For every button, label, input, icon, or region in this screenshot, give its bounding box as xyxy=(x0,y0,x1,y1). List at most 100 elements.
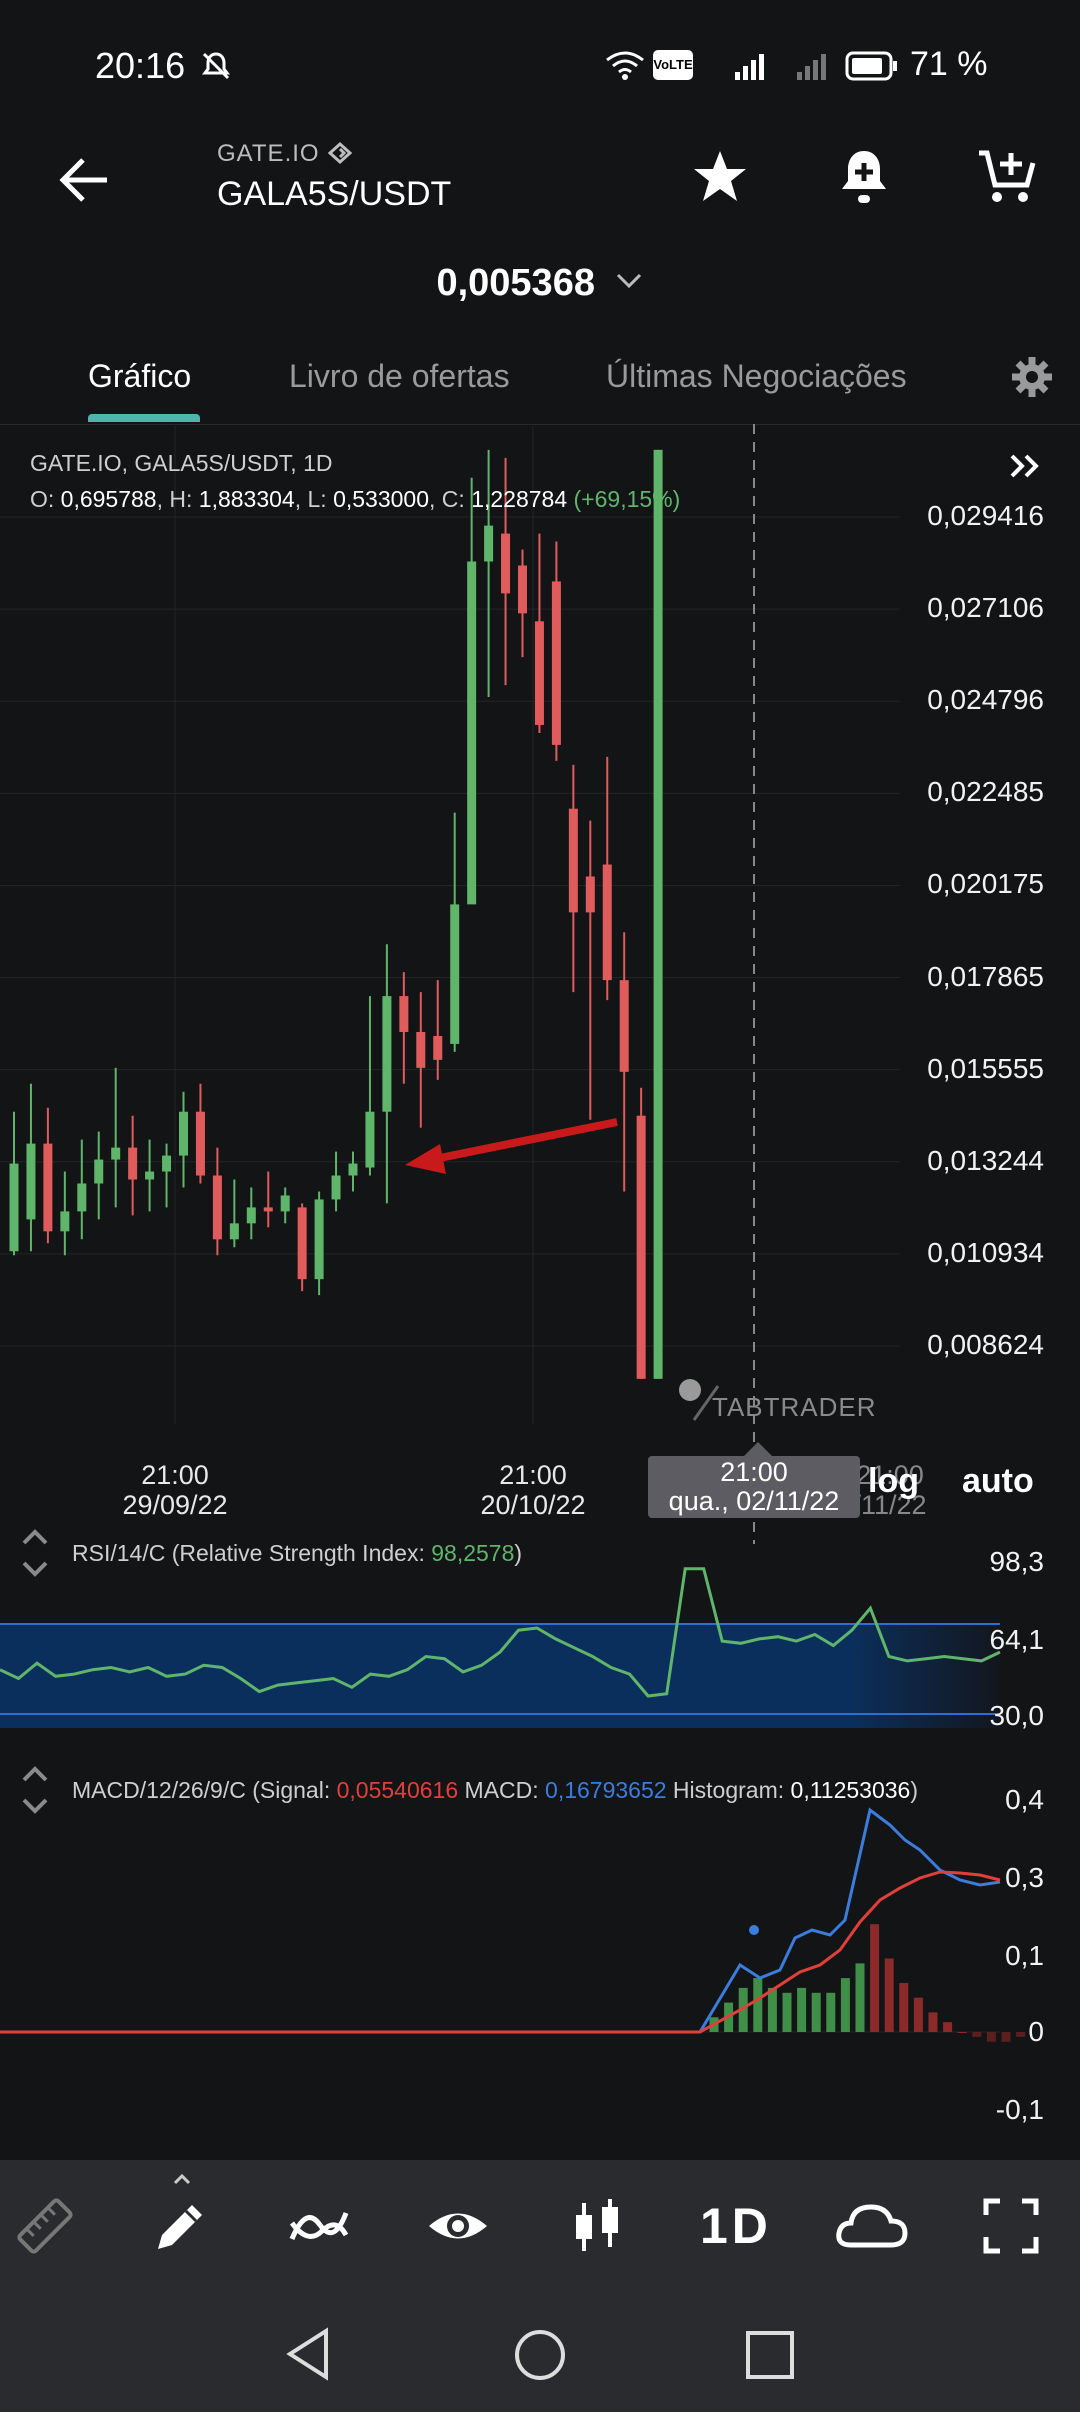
macd-histogram-bar xyxy=(972,2032,982,2037)
macd-line xyxy=(0,1807,1001,2034)
current-price: 0,005368 xyxy=(436,262,595,304)
fullscreen-icon[interactable] xyxy=(980,2195,1042,2257)
candle-body xyxy=(314,1199,324,1280)
price-scale-label: 0,017865 xyxy=(927,960,1044,992)
price-chart[interactable] xyxy=(0,424,1080,1544)
macd-scale-1: 0,4 xyxy=(1005,1784,1044,1815)
tab-bar xyxy=(0,340,1080,425)
macd-histogram-bar xyxy=(1001,2032,1011,2042)
current-price-selector[interactable]: 0,005368 xyxy=(0,262,1080,305)
chevron-down-icon xyxy=(616,273,641,289)
arrow-back-icon[interactable] xyxy=(55,150,115,210)
rsi-line xyxy=(0,1567,1001,1698)
macd-scale-2: 0,3 xyxy=(1005,1862,1044,1893)
candle-body xyxy=(619,980,629,1072)
cloud-icon[interactable] xyxy=(835,2195,909,2257)
macd-histogram-bar xyxy=(753,1978,763,2032)
candle-body xyxy=(26,1143,36,1220)
macd-histogram-bar xyxy=(855,1963,865,2032)
candle-body xyxy=(195,1111,205,1176)
tab-orderbook[interactable]: Livro de ofertas xyxy=(289,358,510,394)
red-arrow-annotation xyxy=(405,1118,618,1174)
bell-plus-icon[interactable] xyxy=(832,145,896,209)
price-scale-label: 0,020175 xyxy=(927,868,1044,900)
candle-body xyxy=(348,1163,358,1176)
candle-body xyxy=(263,1207,273,1212)
candle-body xyxy=(450,904,460,1044)
rsi-scale-3: 30,0 xyxy=(989,1700,1045,1731)
candle-body xyxy=(467,561,477,905)
macd-histogram-bar xyxy=(738,1987,748,2032)
candle-body xyxy=(636,1115,646,1379)
macd-scale-5: -0,1 xyxy=(995,2094,1044,2125)
candle-body xyxy=(382,996,392,1112)
battery-icon xyxy=(845,51,897,81)
candle-body xyxy=(551,581,561,745)
candle-body xyxy=(94,1159,104,1184)
candle-body xyxy=(331,1175,341,1200)
candle-body xyxy=(501,533,511,594)
crosshair-time-label: 21:00 qua., 02/11/22 xyxy=(648,1442,860,1518)
candle-body xyxy=(179,1111,188,1156)
battery-percent: 71 % xyxy=(910,45,988,83)
tab-indicator xyxy=(88,414,200,422)
signal-line xyxy=(0,1870,1001,2034)
system-nav-bar xyxy=(0,2292,1080,2412)
pencil-icon[interactable] xyxy=(150,2195,212,2257)
macd-histogram-bar xyxy=(986,2032,996,2042)
star-icon[interactable] xyxy=(688,145,752,209)
app-bar xyxy=(0,130,1080,260)
candle-body xyxy=(653,449,663,1379)
price-scale-label: 0,008624 xyxy=(927,1329,1044,1360)
candle-body xyxy=(280,1195,290,1212)
candlestick-icon[interactable] xyxy=(566,2195,628,2257)
nav-recents-icon[interactable] xyxy=(742,2327,798,2383)
price-scale-label: 0,015555 xyxy=(927,1052,1044,1084)
log-toggle[interactable]: log xyxy=(868,1462,919,1500)
nav-home-icon[interactable] xyxy=(510,2325,570,2385)
candle-body xyxy=(297,1207,307,1280)
macd-histogram-bar xyxy=(884,1958,894,2032)
price-scale-label: 0,024796 xyxy=(927,684,1044,716)
candle-body xyxy=(416,1031,426,1068)
exchange-name: GATE.IO xyxy=(217,140,320,167)
rsi-reorder-icon[interactable] xyxy=(18,1525,52,1581)
interval-button[interactable]: 1D xyxy=(700,2198,772,2254)
cart-plus-icon[interactable] xyxy=(975,145,1039,209)
exchange-diamond-icon xyxy=(328,141,353,165)
x-tick-2: 21:00 20/10/22 xyxy=(480,1460,586,1520)
expand-right-icon[interactable] xyxy=(1008,452,1044,480)
price-scale-label: 0,029416 xyxy=(927,500,1044,531)
volte-badge: VoLTE xyxy=(653,50,693,80)
candle-body xyxy=(9,1163,19,1252)
candle-body xyxy=(365,1111,375,1168)
macd-histogram-bar xyxy=(826,1992,836,2032)
rsi-chart[interactable] xyxy=(0,1548,1080,1728)
x-tick-3: 21:00/11/22 xyxy=(853,1460,927,1520)
macd-histogram-bar xyxy=(943,2022,953,2032)
macd-reorder-icon[interactable] xyxy=(18,1762,52,1818)
candle-body xyxy=(111,1147,121,1160)
signal-icon xyxy=(735,54,764,80)
gear-icon[interactable] xyxy=(1010,355,1054,399)
tab-trades[interactable]: Últimas Negociações xyxy=(606,358,907,394)
nav-back-icon[interactable] xyxy=(282,2325,336,2383)
auto-toggle[interactable]: auto xyxy=(962,1462,1034,1500)
ohlc-readout: O: 0,695788, H: 1,883304, L: 0,533000, C… xyxy=(30,486,681,512)
candle-body xyxy=(212,1175,222,1240)
bell-muted-icon xyxy=(202,52,230,80)
ruler-icon[interactable] xyxy=(14,2195,76,2257)
macd-chart[interactable] xyxy=(0,1760,1080,2120)
tab-chart[interactable]: Gráfico xyxy=(88,358,192,394)
candle-body xyxy=(229,1223,239,1240)
eye-icon[interactable] xyxy=(427,2195,489,2257)
macd-histogram-bar xyxy=(928,2012,938,2032)
indicators-icon[interactable] xyxy=(288,2195,350,2257)
chevron-up-icon xyxy=(173,2173,191,2185)
macd-histogram-bar xyxy=(957,2032,967,2033)
rsi-scale-2: 64,1 xyxy=(989,1624,1045,1655)
rsi-label: RSI/14/C (Relative Strength Index: 98,25… xyxy=(72,1540,523,1566)
macd-histogram-bar xyxy=(811,1992,821,2032)
candle-body xyxy=(399,996,409,1032)
candle-body xyxy=(60,1211,70,1232)
